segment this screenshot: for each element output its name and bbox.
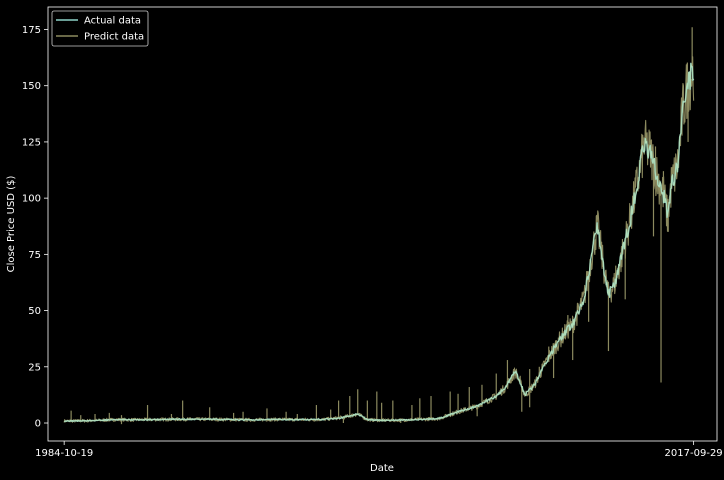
y-tick-label: 25 xyxy=(28,362,41,373)
y-tick-label: 150 xyxy=(22,81,41,92)
y-tick-label: 175 xyxy=(22,25,41,36)
x-tick-label: 1984-10-19 xyxy=(35,448,93,459)
y-tick-label: 0 xyxy=(35,419,41,430)
x-axis-label: Date xyxy=(370,463,394,474)
plot-area xyxy=(63,27,695,425)
legend: Actual data Predict data xyxy=(51,10,149,47)
y-axis: 0 25 50 75 100 125 150 175 xyxy=(22,25,48,430)
y-axis-label: Close Price USD ($) xyxy=(6,176,17,273)
y-tick-label: 100 xyxy=(22,194,41,205)
y-tick-label: 125 xyxy=(22,137,41,148)
legend-label-predict: Predict data xyxy=(84,32,144,43)
y-tick-label: 75 xyxy=(28,250,41,261)
x-axis: 1984-10-19 2017-09-29 xyxy=(35,441,723,459)
actual-data-highlight xyxy=(64,63,694,422)
y-tick-label: 50 xyxy=(28,306,41,317)
legend-label-actual: Actual data xyxy=(84,16,141,27)
x-tick-label: 2017-09-29 xyxy=(665,448,723,459)
plot-frame xyxy=(47,6,718,442)
